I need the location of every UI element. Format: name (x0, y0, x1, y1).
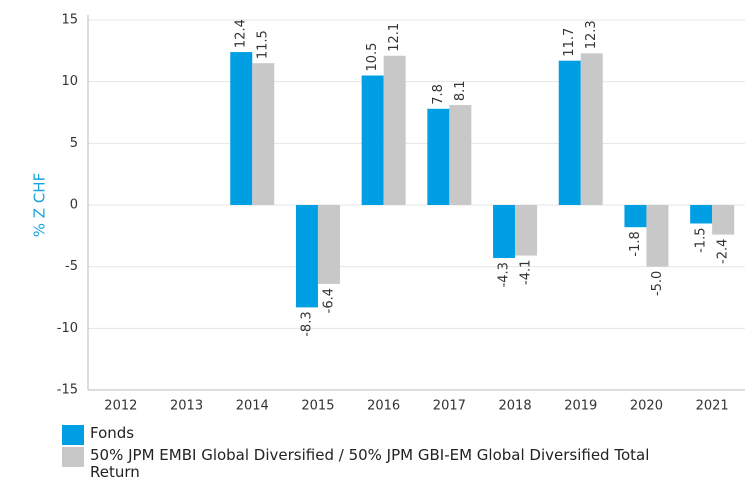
x-tick-label: 2013 (170, 399, 203, 414)
legend: Fonds 50% JPM EMBI Global Diversified / 5… (62, 425, 702, 483)
y-tick-label: 5 (70, 136, 78, 151)
bar (449, 105, 472, 205)
y-tick-label: 0 (70, 198, 78, 213)
bar (295, 205, 318, 308)
y-tick-label: 10 (61, 74, 78, 89)
bar (624, 205, 647, 228)
x-tick-label: 2018 (499, 399, 532, 414)
chart: % Z CHF 15 10 5 0 -5 -10 -15 2012 2013 2014 12.4 11… (31, 13, 745, 414)
x-tick-label: 2016 (367, 399, 400, 414)
x-tick-label: 2021 (696, 399, 729, 414)
value-label: -8.3 (299, 311, 314, 336)
bar (646, 205, 669, 267)
bar (427, 108, 450, 205)
y-tick-label: -10 (57, 321, 78, 336)
value-label: 11.7 (562, 28, 577, 57)
value-label: 7.8 (431, 84, 446, 105)
value-label: -1.8 (628, 231, 643, 256)
bar (230, 52, 253, 205)
x-tick-label: 2012 (104, 399, 137, 414)
x-tick-label: 2017 (433, 399, 466, 414)
value-label: -1.5 (694, 228, 709, 253)
value-label: -4.1 (519, 260, 534, 285)
value-label: 12.1 (387, 23, 402, 52)
value-label: 10.5 (365, 43, 380, 72)
value-label: -6.4 (321, 288, 336, 313)
value-label: 12.3 (584, 20, 599, 49)
x-tick-label: 2020 (630, 399, 663, 414)
x-tick-label: 2014 (236, 399, 269, 414)
legend-item: 50% JPM EMBI Global Diversified / 50% JP… (62, 447, 702, 481)
y-tick-label: -15 (57, 383, 78, 398)
bar (493, 205, 516, 259)
value-label: 8.1 (453, 80, 468, 101)
legend-swatch (62, 447, 84, 467)
legend-item: Fonds (62, 425, 702, 445)
bar (252, 63, 275, 205)
bar (361, 75, 384, 205)
bar (515, 205, 538, 256)
y-axis-label: % Z CHF (31, 173, 49, 237)
value-label: 12.4 (234, 19, 249, 48)
value-label: 11.5 (256, 30, 271, 59)
value-label: -5.0 (650, 271, 665, 296)
x-tick-label: 2019 (564, 399, 597, 414)
bar (558, 60, 581, 206)
value-label: -2.4 (716, 239, 731, 264)
bar (383, 55, 406, 206)
legend-label: Fonds (90, 424, 135, 442)
bar (580, 53, 603, 205)
x-tick-label: 2015 (301, 399, 334, 414)
y-tick-label: -5 (65, 259, 78, 274)
legend-swatch (62, 425, 84, 445)
bar (712, 205, 735, 235)
bar (690, 205, 713, 224)
bar (317, 205, 340, 284)
value-label: -4.3 (497, 262, 512, 287)
y-tick-label: 15 (61, 13, 78, 28)
legend-label: 50% JPM EMBI Global Diversified / 50% JP… (90, 446, 650, 481)
